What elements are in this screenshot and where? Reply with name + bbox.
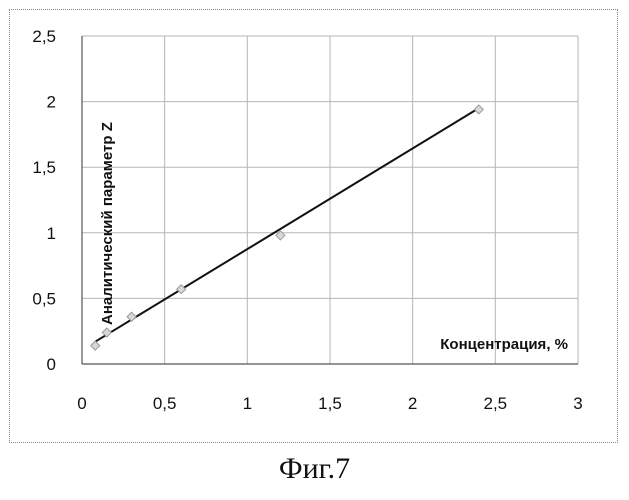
axes (81, 36, 578, 365)
trendline (94, 107, 480, 343)
y-tick-label: 1 (47, 224, 56, 243)
figure-caption: Фиг.7 (278, 452, 351, 485)
y-axis-label: Аналитический параметр Z (99, 122, 116, 325)
y-tick-label: 0,5 (32, 289, 56, 308)
trendline-segment (94, 107, 480, 343)
x-tick-label: 1 (243, 394, 252, 413)
calibration-chart: 0 0,5 1 1,5 2 2,5 3 0 0,5 1 1,5 2 2,5 Аналитический… (32, 27, 582, 413)
y-tick-label: 1,5 (32, 158, 56, 177)
data-point (175, 284, 187, 295)
y-tick-label: 2 (47, 93, 56, 112)
x-tick-labels: 0 0,5 1 1,5 2 2,5 3 (77, 394, 582, 413)
data-point (126, 311, 137, 322)
x-tick-label: 0 (77, 394, 86, 413)
x-tick-label: 2,5 (484, 394, 508, 413)
data-points (90, 104, 485, 351)
data-point (473, 104, 485, 115)
data-point (90, 340, 101, 351)
x-tick-label: 1,5 (318, 394, 342, 413)
chart-frame (9, 9, 618, 443)
grid (82, 35, 579, 364)
x-axis-label: Концентрация, % (440, 336, 568, 353)
y-tick-labels: 0 0,5 1 1,5 2 2,5 (32, 27, 56, 374)
y-tick-label: 0 (47, 355, 56, 374)
y-tick-label: 2,5 (32, 27, 56, 46)
data-point (275, 230, 286, 241)
x-tick-label: 3 (573, 394, 582, 413)
x-tick-label: 0,5 (153, 394, 177, 413)
data-point (101, 327, 113, 338)
x-tick-label: 2 (408, 394, 417, 413)
